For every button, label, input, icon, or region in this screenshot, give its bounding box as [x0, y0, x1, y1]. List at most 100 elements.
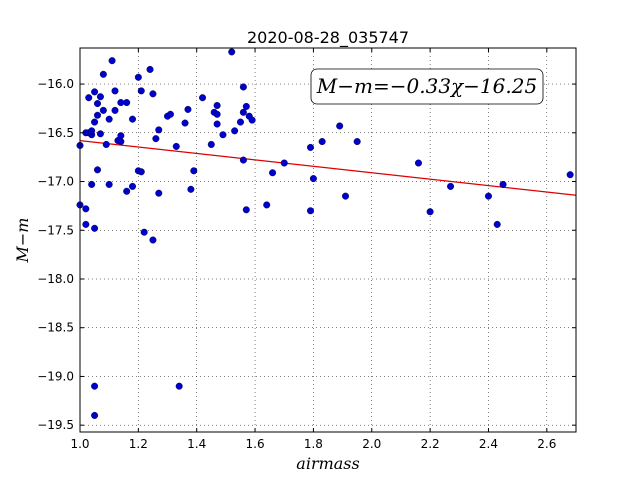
data-point [306, 207, 314, 215]
data-point [342, 192, 350, 200]
x-tick-label: 1.8 [304, 437, 323, 451]
data-point [152, 135, 160, 143]
data-point [137, 87, 145, 95]
data-point [91, 118, 99, 126]
data-point [82, 220, 90, 228]
y-tick-label: −16.5 [37, 126, 74, 140]
x-tick-label: 1.4 [187, 437, 206, 451]
y-tick-label: −17.0 [37, 175, 74, 189]
data-point [306, 143, 314, 151]
data-point [190, 167, 198, 175]
data-point [248, 116, 256, 124]
data-point [111, 106, 119, 114]
data-point [82, 205, 90, 213]
data-point [91, 224, 99, 232]
data-point [236, 118, 244, 126]
data-point [263, 201, 271, 209]
data-point [239, 83, 247, 91]
x-tick-label: 2.2 [421, 437, 440, 451]
x-tick-labels: 1.0 1.2 1.4 1.6 1.8 2.0 2.2 2.4 2.6 [70, 437, 556, 451]
data-point [105, 180, 113, 188]
data-point [96, 130, 104, 138]
data-point [94, 166, 102, 174]
data-point [184, 105, 192, 113]
data-point [129, 182, 137, 190]
data-point [566, 171, 574, 179]
data-point [85, 94, 93, 102]
y-tick-labels: −16.0 −16.5 −17.0 −17.5 −18.0 −18.5 −19.0 −19.5 [37, 77, 74, 432]
data-point [108, 57, 116, 65]
fit-equation-box: M−m=−0.33χ−16.25 [310, 68, 544, 105]
x-tick-label: 2.0 [362, 437, 381, 451]
data-point [426, 208, 434, 216]
x-tick-label: 2.4 [479, 437, 498, 451]
data-point [102, 140, 110, 148]
data-point [105, 115, 113, 123]
y-tick-label: −18.0 [37, 272, 74, 286]
chart-title: 2020-08-28_035747 [247, 28, 409, 48]
data-point [94, 100, 102, 108]
data-point [269, 169, 277, 177]
data-point [493, 220, 501, 228]
data-point [96, 93, 104, 101]
data-point [88, 127, 96, 135]
data-point [499, 180, 507, 188]
data-point [149, 236, 157, 244]
data-point [134, 73, 142, 81]
x-tick-label: 1.0 [70, 437, 89, 451]
y-tick-label: −19.5 [37, 418, 74, 432]
data-point [181, 119, 189, 127]
x-tick-label: 1.6 [246, 437, 265, 451]
data-point [213, 110, 221, 118]
data-point [484, 192, 492, 200]
data-point [414, 159, 422, 167]
y-tick-label: −19.0 [37, 369, 74, 383]
data-point [99, 70, 107, 78]
data-point [111, 87, 119, 95]
data-point [175, 382, 183, 390]
data-point [207, 140, 215, 148]
data-point [99, 106, 107, 114]
data-point [318, 138, 326, 146]
data-point [88, 180, 96, 188]
data-point [242, 102, 250, 110]
data-point [353, 138, 361, 146]
data-point [140, 228, 148, 236]
data-point [336, 122, 344, 130]
data-point [242, 206, 250, 214]
plot-frame [79, 47, 577, 433]
data-point [219, 131, 227, 139]
data-point [149, 90, 157, 98]
plot-area [80, 48, 576, 432]
data-point [231, 127, 239, 135]
data-point [213, 102, 221, 110]
data-point [239, 156, 247, 164]
data-point [91, 382, 99, 390]
axis-ticks [79, 48, 576, 432]
data-point [199, 94, 207, 102]
data-point [91, 88, 99, 96]
data-point [117, 138, 125, 146]
grid [79, 48, 576, 432]
data-point [129, 115, 137, 123]
data-point [117, 99, 125, 107]
fit-equation: M−m=−0.33χ−16.25 [316, 74, 537, 98]
data-point [172, 142, 180, 150]
data-point [280, 159, 288, 167]
x-tick-label: 2.6 [537, 437, 556, 451]
x-axis-label: airmass [296, 454, 359, 473]
data-point [123, 187, 131, 195]
y-tick-label: −17.5 [37, 223, 74, 237]
data-point [187, 185, 195, 193]
data-point [228, 48, 236, 56]
data-point [94, 111, 102, 119]
y-axis-label: M−m [13, 218, 32, 264]
data-point [166, 110, 174, 118]
fit-line [79, 139, 577, 196]
data-point [155, 189, 163, 197]
y-tick-label: −18.5 [37, 321, 74, 335]
data-point [447, 182, 455, 190]
data-points [76, 48, 574, 419]
data-point [123, 99, 131, 107]
